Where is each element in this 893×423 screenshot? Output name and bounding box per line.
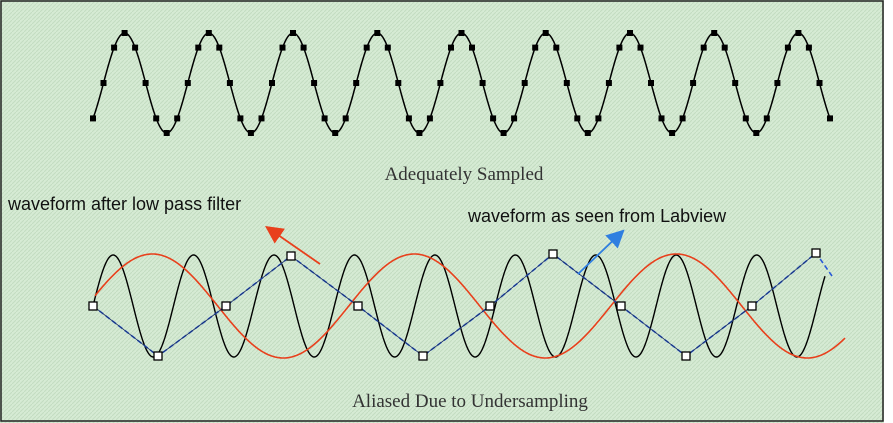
- top-sample-marker: [111, 45, 117, 51]
- top-sample-marker: [638, 45, 644, 51]
- top-sample-marker: [311, 80, 317, 86]
- top-sample-marker: [743, 115, 749, 121]
- top-sample-marker: [90, 115, 96, 121]
- bottom-sample-marker: [486, 302, 494, 310]
- top-sample-marker: [122, 30, 128, 36]
- top-sample-marker: [795, 30, 801, 36]
- top-sample-marker: [290, 30, 296, 36]
- top-sample-marker: [490, 115, 496, 121]
- top-sample-marker: [806, 45, 812, 51]
- bottom-sample-marker: [287, 252, 295, 260]
- bottom-caption: Aliased Due to Undersampling: [352, 391, 588, 412]
- annotation-lowpass-label: waveform after low pass filter: [7, 194, 241, 214]
- top-sample-marker: [669, 130, 675, 136]
- top-sample-marker: [206, 30, 212, 36]
- bottom-sample-marker: [222, 302, 230, 310]
- top-sample-marker: [322, 115, 328, 121]
- top-sample-marker: [711, 30, 717, 36]
- top-sample-marker: [690, 80, 696, 86]
- bottom-sample-marker: [89, 302, 97, 310]
- top-sample-marker: [195, 45, 201, 51]
- top-sample-marker: [753, 130, 759, 136]
- top-sample-marker: [437, 80, 443, 86]
- top-sample-marker: [259, 115, 265, 121]
- top-sample-marker: [732, 80, 738, 86]
- top-sample-marker: [343, 115, 349, 121]
- top-sample-marker: [174, 115, 180, 121]
- top-sample-marker: [216, 45, 222, 51]
- top-sample-marker: [764, 115, 770, 121]
- top-sample-marker: [606, 80, 612, 86]
- top-sample-marker: [511, 115, 517, 121]
- top-sample-marker: [543, 30, 549, 36]
- top-sample-marker: [774, 80, 780, 86]
- top-sample-marker: [469, 45, 475, 51]
- top-sample-marker: [143, 80, 149, 86]
- top-sample-marker: [553, 45, 559, 51]
- top-sample-marker: [627, 30, 633, 36]
- top-sample-marker: [480, 80, 486, 86]
- top-sample-marker: [785, 45, 791, 51]
- top-sample-marker: [416, 130, 422, 136]
- top-sample-marker: [817, 80, 823, 86]
- top-sample-marker: [701, 45, 707, 51]
- top-sample-marker: [164, 130, 170, 136]
- right-margin: [884, 0, 893, 423]
- top-sample-marker: [374, 30, 380, 36]
- top-sample-marker: [353, 80, 359, 86]
- top-sample-marker: [595, 115, 601, 121]
- top-sample-marker: [332, 130, 338, 136]
- top-sample-marker: [185, 80, 191, 86]
- bottom-sample-marker: [682, 352, 690, 360]
- top-sample-marker: [227, 80, 233, 86]
- top-sample-marker: [237, 115, 243, 121]
- top-sample-marker: [574, 115, 580, 121]
- top-sample-marker: [427, 115, 433, 121]
- top-sample-marker: [248, 130, 254, 136]
- bottom-sample-marker: [154, 352, 162, 360]
- top-sample-marker: [680, 115, 686, 121]
- top-sample-marker: [269, 80, 275, 86]
- top-sample-marker: [722, 45, 728, 51]
- top-sample-marker: [364, 45, 370, 51]
- bottom-sample-marker: [354, 302, 362, 310]
- top-sample-marker: [522, 80, 528, 86]
- top-sample-marker: [648, 80, 654, 86]
- top-sample-marker: [153, 115, 159, 121]
- bottom-sample-marker: [748, 302, 756, 310]
- top-sample-marker: [564, 80, 570, 86]
- top-sample-marker: [659, 115, 665, 121]
- bottom-sample-marker: [549, 250, 557, 258]
- bottom-sample-marker: [617, 302, 625, 310]
- bottom-sample-marker: [419, 352, 427, 360]
- top-sample-marker: [501, 130, 507, 136]
- top-sample-marker: [280, 45, 286, 51]
- top-sample-marker: [132, 45, 138, 51]
- top-sample-marker: [532, 45, 538, 51]
- top-sample-marker: [616, 45, 622, 51]
- top-sample-marker: [395, 80, 401, 86]
- top-caption: Adequately Sampled: [385, 164, 544, 185]
- top-sample-marker: [406, 115, 412, 121]
- bottom-sample-marker: [812, 249, 820, 257]
- top-sample-marker: [827, 115, 833, 121]
- top-sample-marker: [101, 80, 107, 86]
- top-sample-marker: [459, 30, 465, 36]
- top-sample-marker: [301, 45, 307, 51]
- top-sample-marker: [385, 45, 391, 51]
- top-sample-marker: [448, 45, 454, 51]
- annotation-labview-label: waveform as seen from Labview: [467, 206, 727, 226]
- top-sample-marker: [585, 130, 591, 136]
